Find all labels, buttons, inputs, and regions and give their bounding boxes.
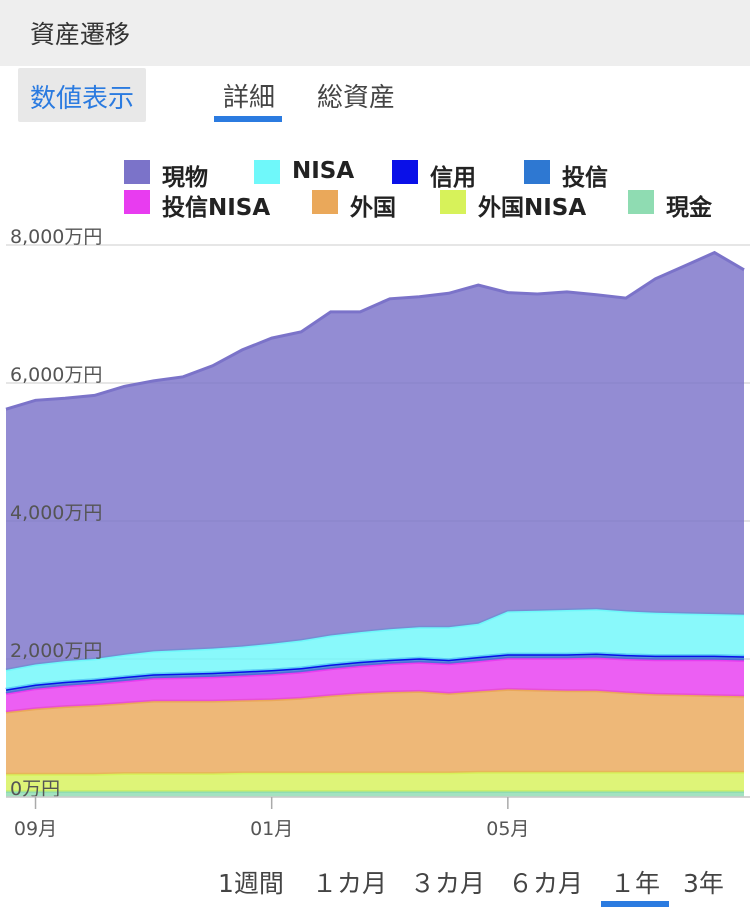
stacked-area-chart: 0万円 2,000万円 4,000万円 6,000万円 8,000万円 09月 01月 05月 <box>5 226 750 840</box>
legend-swatch <box>254 160 280 184</box>
active-tab-indicator <box>214 116 282 122</box>
legend-swatch <box>124 160 150 184</box>
y-tick-label: 2,000万円 <box>10 640 102 662</box>
chart-legend: 現物 NISA 信用 投信 投信NISA 外国 外国NISA 現金 <box>0 158 750 221</box>
x-tick-label: 01月 <box>250 818 293 840</box>
legend-label: 現物 <box>162 165 208 191</box>
numeric-display-button[interactable]: 数値表示 <box>18 68 146 122</box>
numeric-display-label: 数値表示 <box>30 84 135 114</box>
x-tick-label: 05月 <box>486 818 529 840</box>
legend-swatch <box>628 190 654 214</box>
y-tick-label: 4,000万円 <box>10 502 102 524</box>
legend-swatch <box>440 190 466 214</box>
legend-label: 信用 <box>430 165 476 191</box>
legend-label: NISA <box>292 158 355 184</box>
legend-label: 現金 <box>666 195 712 221</box>
legend-swatch <box>124 190 150 214</box>
y-tick-label: 8,000万円 <box>10 226 102 248</box>
legend-label: 外国 <box>350 195 396 221</box>
active-range-indicator <box>601 901 669 907</box>
legend-label: 投信NISA <box>162 195 271 221</box>
range-1-year[interactable]: １年 <box>610 869 661 898</box>
legend-label: 投信 <box>562 165 608 191</box>
line-現物 <box>5 250 745 411</box>
range-6-months[interactable]: ６カ月 <box>508 869 584 898</box>
area-外国NISA <box>6 772 744 792</box>
legend-label: 外国NISA <box>478 195 587 221</box>
area-投信NISA <box>6 657 744 713</box>
legend-swatch <box>524 160 550 184</box>
area-NISA <box>6 609 744 690</box>
range-1-month[interactable]: １カ月 <box>312 869 388 898</box>
legend-swatch <box>392 160 418 184</box>
area-外国 <box>6 689 744 775</box>
y-tick-label: 6,000万円 <box>10 364 102 386</box>
y-tick-label: 0万円 <box>10 778 60 800</box>
page-title: 資産遷移 <box>30 20 131 49</box>
tab-detail[interactable]: 詳細 <box>223 83 276 113</box>
area-現物 <box>6 252 744 670</box>
range-3-months[interactable]: ３カ月 <box>410 869 486 898</box>
range-1-week[interactable]: 1週間 <box>218 869 284 898</box>
x-tick-label: 09月 <box>14 818 57 840</box>
legend-swatch <box>312 190 338 214</box>
tab-total-assets[interactable]: 総資産 <box>317 83 396 113</box>
app-header: 資産遷移 <box>0 0 750 66</box>
range-3-years[interactable]: 3年 <box>683 869 724 898</box>
